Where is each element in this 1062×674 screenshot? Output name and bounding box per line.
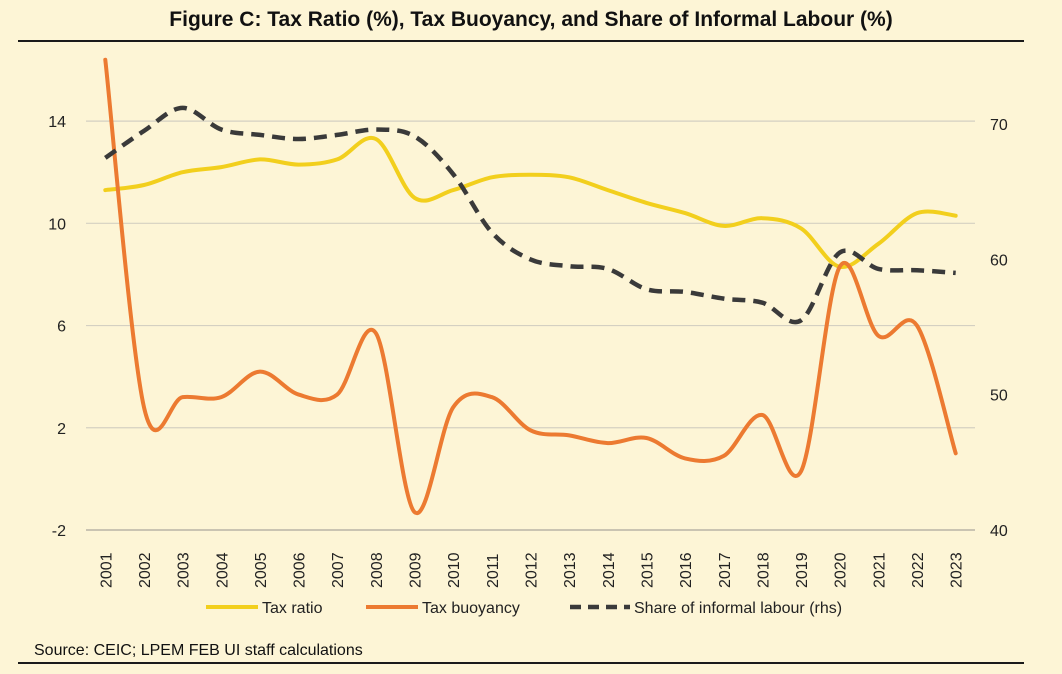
y-right-tick-label: 70 <box>990 117 1008 134</box>
x-tick-label: 2018 <box>755 552 772 588</box>
series-lines <box>103 57 958 516</box>
x-tick-label: 2019 <box>794 552 811 588</box>
y-axis-left: -2 2 6 10 14 <box>48 114 66 540</box>
legend-label: Tax ratio <box>262 600 323 617</box>
x-tick-label: 2021 <box>871 552 888 588</box>
x-tick-label: 2010 <box>446 552 463 588</box>
x-tick-label: 2017 <box>717 552 734 588</box>
x-tick-label: 2015 <box>639 552 656 588</box>
x-tick-label: 2022 <box>910 552 927 588</box>
y-right-tick-label: 50 <box>990 388 1008 405</box>
x-tick-label: 2003 <box>176 552 193 588</box>
x-tick-label: 2016 <box>678 552 695 588</box>
x-tick-label: 2009 <box>408 552 425 588</box>
x-tick-label: 2002 <box>137 552 154 588</box>
legend-label: Share of informal labour (rhs) <box>634 600 842 617</box>
y-left-tick-label: 14 <box>48 114 66 131</box>
legend: Tax ratio Tax buoyancy Share of informal l… <box>206 600 842 617</box>
x-tick-label: 2012 <box>524 552 541 588</box>
tax-ratio-line <box>103 135 958 269</box>
tax-buoyancy-line <box>103 57 958 516</box>
x-tick-label: 2007 <box>330 552 347 588</box>
x-tick-label: 2014 <box>601 552 618 588</box>
x-tick-label: 2008 <box>369 552 386 588</box>
bottom-rule <box>18 662 1024 664</box>
x-tick-label: 2005 <box>253 552 270 588</box>
source-note: Source: CEIC; LPEM FEB UI staff calculat… <box>34 642 363 659</box>
x-tick-label: 2020 <box>833 552 850 588</box>
x-tick-label: 2011 <box>485 553 502 588</box>
y-left-tick-label: 10 <box>48 216 66 233</box>
y-right-tick-label: 60 <box>990 252 1008 269</box>
y-left-tick-label: 2 <box>57 421 66 438</box>
x-tick-label: 2013 <box>562 552 579 588</box>
grid-lines <box>86 120 975 531</box>
x-tick-label: 2023 <box>949 552 966 588</box>
x-tick-label: 2006 <box>292 552 309 588</box>
legend-label: Tax buoyancy <box>422 600 520 617</box>
y-left-tick-label: -2 <box>52 523 66 540</box>
informal-labour-line <box>104 105 956 325</box>
chart-title: Figure C: Tax Ratio (%), Tax Buoyancy, a… <box>169 8 893 31</box>
y-right-tick-label: 40 <box>990 523 1008 540</box>
x-tick-label: 2001 <box>98 552 115 588</box>
x-tick-label: 2004 <box>214 552 231 588</box>
y-axis-right: 40 50 60 70 <box>990 117 1008 540</box>
x-axis: 2001 2002 2003 2004 2005 2006 2007 2008 2009 2010… <box>98 552 965 588</box>
top-rule <box>18 40 1024 42</box>
y-left-tick-label: 6 <box>57 319 66 336</box>
